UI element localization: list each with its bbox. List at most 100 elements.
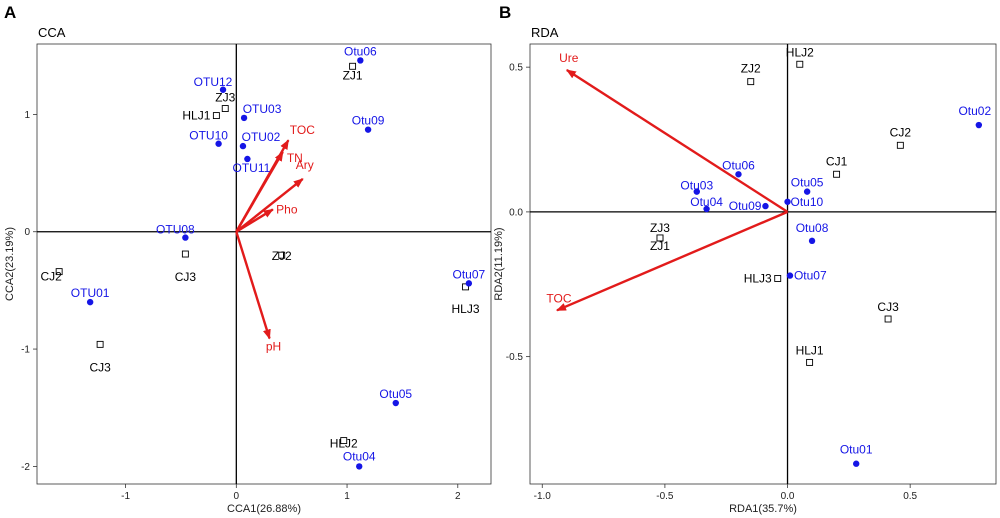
otu-point-otu04: [703, 205, 710, 213]
otu-point-otu02: [239, 142, 247, 150]
site-label-hlj2: HLJ2: [786, 45, 814, 59]
site-label-cj3: CJ3: [89, 360, 111, 374]
panel-a-ticks: -1 0 1 2 -2 -1 0 1: [21, 110, 461, 502]
x-tick-label: -0.5: [656, 491, 674, 502]
otu-label-otu08: Otu08: [796, 221, 829, 235]
env-arrow-pho: [235, 208, 274, 233]
otu-label-otu10: OTU10: [189, 129, 228, 143]
x-tick-label: 1: [344, 491, 350, 502]
panel-a-x-axis-label: CCA1(26.88%): [227, 503, 301, 515]
panel-a-letter: A: [4, 3, 16, 22]
site-marker-zj1: [349, 62, 357, 70]
x-tick-label: 0: [234, 491, 240, 502]
site-marker-cj3: [96, 340, 104, 348]
otu-point-otu08: [808, 237, 816, 245]
otu-point-otu07: [465, 280, 473, 287]
site-label-hlj2: HLJ2: [330, 437, 358, 451]
x-tick-label: -1.0: [534, 491, 552, 502]
site-marker-hlj2: [340, 437, 348, 445]
site-marker-zj3: [221, 105, 229, 112]
otu-label-otu12: OTU12: [194, 75, 233, 89]
otu-label-otu08: OTU08: [156, 223, 195, 237]
env-arrow-tn: [235, 151, 284, 233]
env-arrow-ph: [235, 231, 271, 340]
env-arrow-toc: [556, 210, 788, 312]
site-marker-hlj3: [462, 283, 469, 291]
site-marker-hlj2: [796, 60, 804, 68]
otu-point-otu03: [240, 114, 248, 122]
panel-b-site-markers: HLJ2 ZJ2 CJ2 CJ1 ZJ3 ZJ1 HLJ3 CJ3 HLJ1: [650, 45, 912, 366]
y-tick-label: 1: [24, 110, 30, 121]
x-tick-label: 0.5: [903, 491, 917, 502]
otu-point-otu09: [762, 202, 769, 210]
panel-b-rda: B RDA -1.0 -0.5 0.0 0.5 -0.5 0.0 0.5 Ure TOC HL…: [493, 3, 997, 515]
env-arrow-ary: [235, 177, 304, 233]
otu-label-otu04: Otu04: [690, 195, 723, 209]
otu-point-otu11: [244, 155, 251, 163]
site-label-hlj3: HLJ3: [452, 302, 480, 316]
otu-point-otu10: [215, 140, 222, 147]
site-marker-zj1: [656, 234, 664, 242]
site-label-hlj1: HLJ1: [182, 109, 210, 123]
otu-label-otu07: Otu07: [453, 267, 486, 281]
x-tick-label: 2: [455, 491, 461, 502]
otu-label-otu02: OTU02: [242, 130, 281, 144]
site-marker-hlj3: [774, 275, 782, 282]
y-tick-label: 0: [24, 227, 30, 238]
y-tick-label: 0.5: [509, 63, 523, 74]
otu-point-otu04: [356, 463, 363, 470]
otu-point-otu01: [86, 298, 94, 306]
y-tick-label: 0.0: [509, 207, 523, 218]
site-marker-cj3: [181, 250, 189, 258]
otu-label-otu06: Otu06: [722, 158, 755, 172]
y-tick-label: -2: [21, 462, 30, 473]
otu-point-otu09: [364, 126, 372, 133]
otu-label-otu01: Otu01: [840, 443, 873, 457]
panel-b-title: RDA: [531, 25, 559, 40]
otu-label-otu06: Otu06: [344, 44, 377, 58]
otu-point-otu02: [975, 121, 983, 129]
panel-b-plot-frame: [529, 43, 997, 485]
site-marker-cj1: [833, 170, 841, 178]
otu-point-otu08: [182, 234, 189, 241]
site-label-zj1: ZJ1: [650, 239, 670, 253]
otu-label-otu09: Otu09: [729, 199, 762, 213]
otu-label-otu02: Otu02: [958, 104, 991, 118]
env-label-pho: Pho: [276, 202, 298, 216]
site-marker-hlj1: [806, 358, 814, 366]
panel-b-ticks: -1.0 -0.5 0.0 0.5 -0.5 0.0 0.5: [506, 63, 918, 502]
panel-a-site-markers: ZJ1 ZJ3 HLJ1 ZJ2 CJ3 CJ2 CJ3 HLJ3 HLJ2: [40, 62, 480, 451]
site-marker-cj2: [55, 268, 63, 276]
otu-point-otu10: [784, 198, 791, 205]
panel-b-y-axis-label: RDA2(11.19%): [493, 227, 505, 300]
site-label-hlj3: HLJ3: [744, 271, 772, 285]
otu-point-otu03: [693, 188, 700, 195]
otu-point-otu06: [735, 171, 742, 178]
otu-label-otu03: Otu03: [680, 179, 713, 193]
env-label-toc: TOC: [290, 123, 315, 137]
site-marker-zj2: [278, 251, 286, 259]
site-label-cj2: CJ2: [40, 270, 62, 284]
y-tick-label: -0.5: [506, 352, 524, 363]
panel-b-reference-lines: [530, 44, 996, 484]
otu-label-otu10: Otu10: [791, 195, 824, 209]
site-label-zj1: ZJ1: [343, 68, 363, 82]
site-label-cj2: CJ2: [890, 125, 912, 139]
site-marker-zj2: [747, 78, 755, 86]
env-label-ary: Ary: [296, 158, 314, 172]
panel-b-x-axis-label: RDA1(35.7%): [729, 503, 797, 515]
panel-b-letter: B: [499, 3, 511, 22]
panel-a-reference-lines: [37, 44, 491, 484]
env-label-ph: pH: [266, 340, 281, 354]
otu-point-otu01: [853, 460, 860, 467]
otu-label-otu07: Otu07: [794, 269, 827, 283]
x-tick-label: 0.0: [781, 491, 795, 502]
site-label-zj2: ZJ2: [272, 249, 292, 263]
otu-label-otu09: Otu09: [352, 114, 385, 128]
env-label-ure: Ure: [559, 51, 579, 65]
site-label-zj3: ZJ3: [650, 221, 670, 235]
panel-b-env-arrows: Ure TOC: [546, 51, 789, 312]
